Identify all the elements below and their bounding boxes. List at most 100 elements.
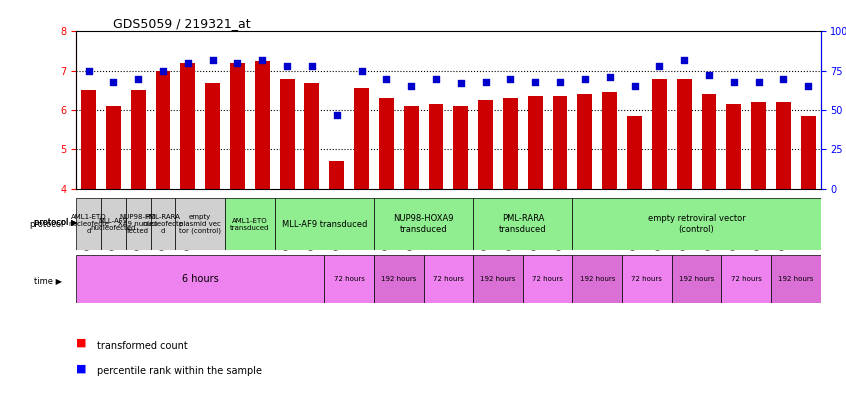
Point <box>603 74 617 80</box>
Text: PML-RARA
nucleofecte
d: PML-RARA nucleofecte d <box>142 214 184 234</box>
Point <box>330 112 343 118</box>
Text: NUP98-HOXA9
transduced: NUP98-HOXA9 transduced <box>393 214 453 234</box>
Text: transformed count: transformed count <box>97 341 188 351</box>
Point <box>131 75 145 82</box>
Text: NUP98-HO
XA9 nucleo
fected: NUP98-HO XA9 nucleo fected <box>118 214 158 234</box>
Point <box>479 79 492 85</box>
Point <box>280 63 294 69</box>
Text: protocol: protocol <box>30 220 63 228</box>
Bar <box>602 92 617 189</box>
FancyBboxPatch shape <box>76 198 101 250</box>
FancyBboxPatch shape <box>523 255 573 303</box>
Bar <box>379 98 393 189</box>
Bar <box>727 104 741 189</box>
FancyBboxPatch shape <box>473 198 573 250</box>
Bar <box>652 79 667 189</box>
Text: 72 hours: 72 hours <box>631 276 662 282</box>
Text: 72 hours: 72 hours <box>731 276 761 282</box>
Text: ■: ■ <box>76 364 86 373</box>
Text: MLL-AF9 transduced: MLL-AF9 transduced <box>282 220 367 228</box>
Point <box>206 57 219 63</box>
Point <box>628 83 641 90</box>
Bar <box>801 116 816 189</box>
Bar <box>776 102 791 189</box>
FancyBboxPatch shape <box>374 198 473 250</box>
FancyBboxPatch shape <box>622 255 672 303</box>
Point <box>553 79 567 85</box>
Bar <box>329 161 344 189</box>
Text: 6 hours: 6 hours <box>182 274 218 284</box>
Point <box>454 80 468 86</box>
Bar <box>131 90 146 189</box>
Point <box>702 72 716 79</box>
Bar <box>280 79 294 189</box>
Point <box>652 63 666 69</box>
Point <box>752 79 766 85</box>
Text: AML1-ETO
nucleofecte
d: AML1-ETO nucleofecte d <box>68 214 109 234</box>
Bar <box>180 63 195 189</box>
Point <box>305 63 319 69</box>
FancyBboxPatch shape <box>324 255 374 303</box>
Point <box>380 75 393 82</box>
Point <box>404 83 418 90</box>
Point <box>157 68 170 74</box>
Text: empty
plasmid vec
tor (control): empty plasmid vec tor (control) <box>179 214 221 234</box>
Bar <box>404 106 419 189</box>
Point <box>727 79 740 85</box>
Text: MLL-AF9
nucleofected: MLL-AF9 nucleofected <box>91 217 136 231</box>
Point <box>231 60 244 66</box>
Point <box>429 75 442 82</box>
Point <box>354 68 368 74</box>
Bar <box>429 104 443 189</box>
FancyBboxPatch shape <box>722 255 771 303</box>
Bar <box>206 83 220 189</box>
Bar <box>552 96 568 189</box>
Text: 192 hours: 192 hours <box>481 276 516 282</box>
Text: protocol ▶: protocol ▶ <box>34 218 77 226</box>
Text: 72 hours: 72 hours <box>433 276 464 282</box>
Text: time ▶: time ▶ <box>34 277 62 285</box>
FancyBboxPatch shape <box>225 198 275 250</box>
Point <box>181 60 195 66</box>
Bar <box>81 90 96 189</box>
FancyBboxPatch shape <box>101 198 126 250</box>
FancyBboxPatch shape <box>771 255 821 303</box>
Bar <box>503 98 518 189</box>
Text: 72 hours: 72 hours <box>333 276 365 282</box>
Bar <box>528 96 542 189</box>
FancyBboxPatch shape <box>473 255 523 303</box>
Text: 72 hours: 72 hours <box>532 276 563 282</box>
Bar <box>156 71 170 189</box>
Point <box>255 57 269 63</box>
Point <box>678 57 691 63</box>
Bar <box>354 88 369 189</box>
Bar <box>578 94 592 189</box>
Point <box>82 68 96 74</box>
FancyBboxPatch shape <box>374 255 424 303</box>
FancyBboxPatch shape <box>424 255 473 303</box>
FancyBboxPatch shape <box>275 198 374 250</box>
Bar <box>106 106 121 189</box>
Bar <box>701 94 717 189</box>
FancyBboxPatch shape <box>573 198 821 250</box>
Bar <box>305 83 319 189</box>
Text: AML1-ETO
transduced: AML1-ETO transduced <box>230 217 270 231</box>
Bar <box>478 100 493 189</box>
Text: ■: ■ <box>76 338 86 348</box>
Point <box>503 75 517 82</box>
Point <box>107 79 120 85</box>
FancyBboxPatch shape <box>76 255 324 303</box>
Bar <box>677 79 691 189</box>
FancyBboxPatch shape <box>126 198 151 250</box>
Point <box>529 79 542 85</box>
Bar <box>255 61 270 189</box>
Text: 192 hours: 192 hours <box>778 276 814 282</box>
Point <box>578 75 591 82</box>
Text: empty retroviral vector
(control): empty retroviral vector (control) <box>648 214 745 234</box>
Bar <box>751 102 766 189</box>
Text: 192 hours: 192 hours <box>381 276 416 282</box>
Point <box>777 75 790 82</box>
Text: percentile rank within the sample: percentile rank within the sample <box>97 366 262 376</box>
FancyBboxPatch shape <box>573 255 622 303</box>
Bar <box>627 116 642 189</box>
